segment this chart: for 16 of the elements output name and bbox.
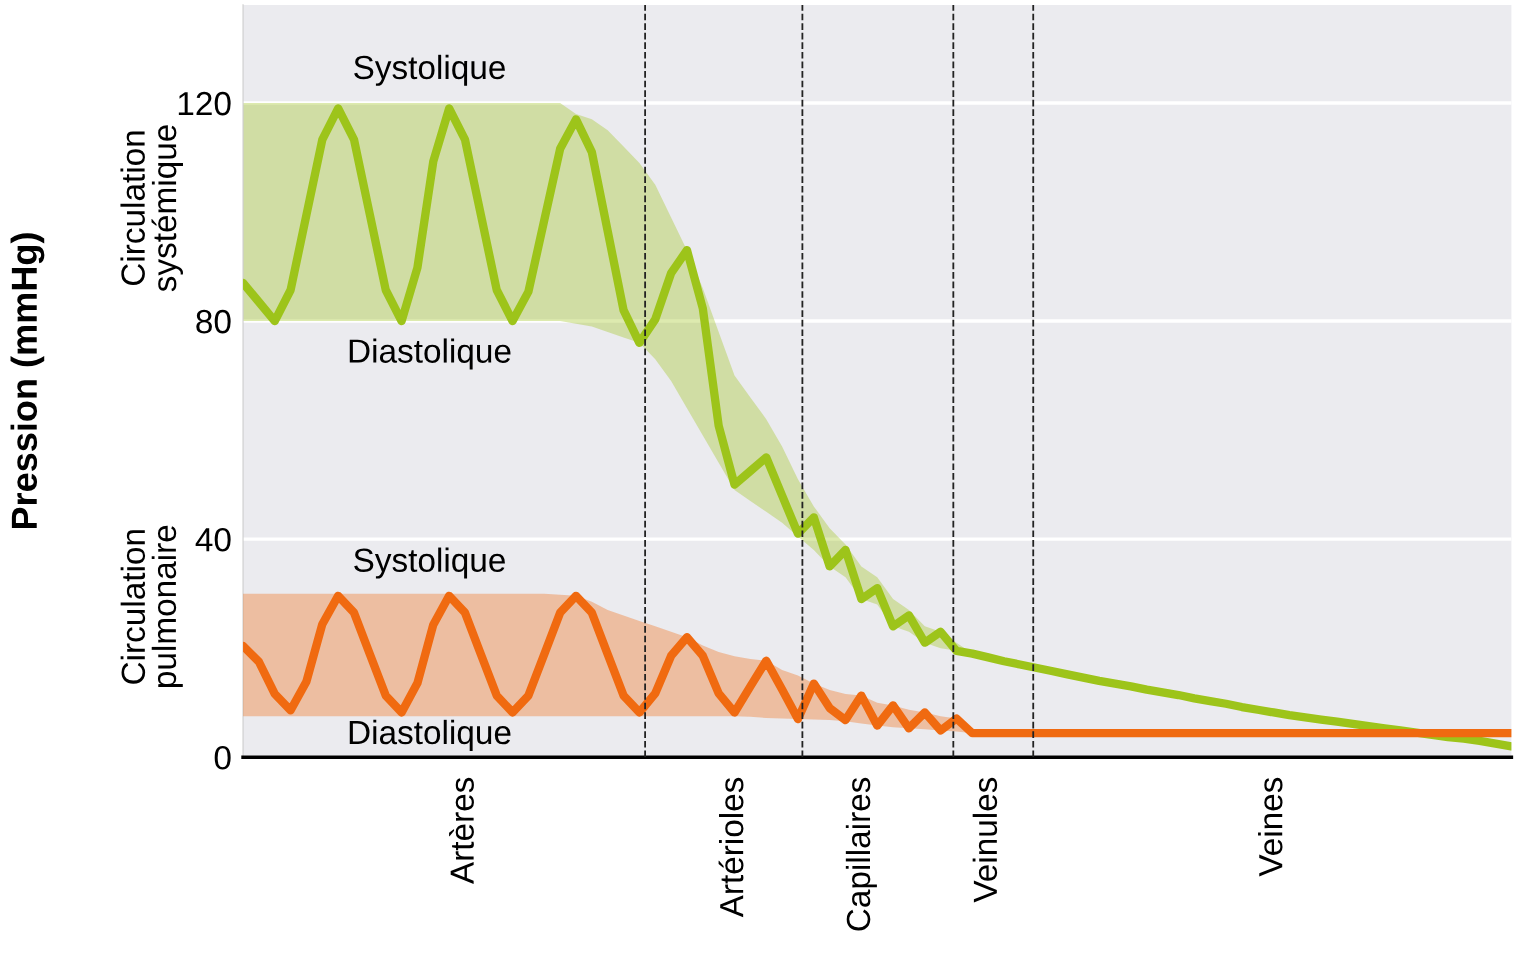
- annotation: Diastolique: [349, 719, 511, 751]
- y-tick-label: 120: [178, 91, 231, 116]
- x-tick-label: Capillaires: [845, 777, 877, 931]
- annotation: Systolique: [354, 547, 505, 579]
- x-tick-label: Veines: [1258, 777, 1283, 877]
- y-tick-label: 0: [214, 745, 231, 770]
- x-tick-label: Veinules: [972, 777, 998, 903]
- x-tick-label: Artérioles: [718, 777, 744, 918]
- x-tick-label: Artères: [449, 777, 474, 884]
- y-axis-title: Pression (mmHg): [10, 233, 45, 529]
- y-tick-label: 40: [195, 527, 231, 552]
- text: Circulation pulmonaire: [120, 525, 183, 688]
- y-tick-label: 80: [196, 309, 231, 334]
- text: Circulation systémique: [120, 125, 183, 292]
- annotation: Systolique: [354, 54, 505, 86]
- annotation: Diastolique: [349, 338, 511, 370]
